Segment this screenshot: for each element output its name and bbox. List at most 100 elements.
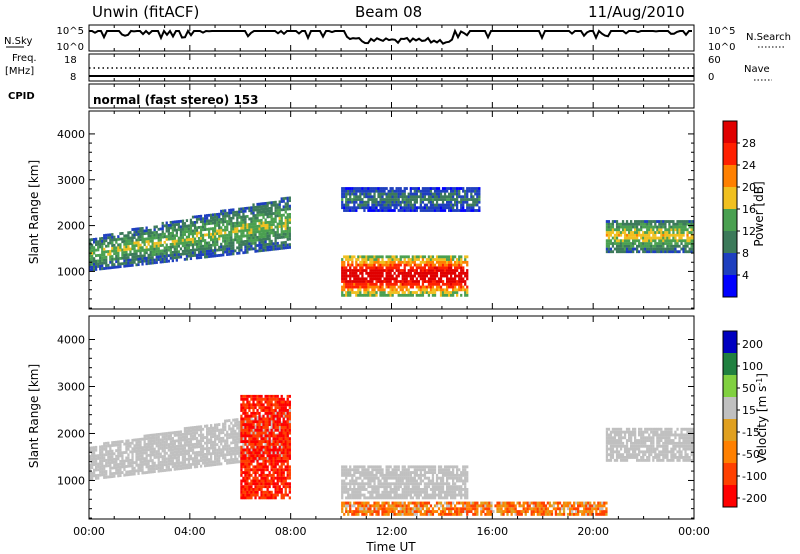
- power-cell: [450, 258, 453, 261]
- velocity-cell: [195, 465, 199, 469]
- velocity-cell: [274, 434, 277, 438]
- power-cell: [165, 251, 168, 255]
- power-cell: [466, 288, 469, 292]
- velocity-cell: [266, 479, 269, 483]
- power-cell: [419, 288, 422, 292]
- velocity-cell: [280, 457, 283, 460]
- power-cell: [371, 255, 374, 259]
- power-cell: [678, 236, 681, 240]
- power-cell: [435, 198, 439, 201]
- power-cell: [95, 268, 98, 271]
- velocity-cell: [260, 476, 263, 480]
- power-cell: [268, 229, 271, 232]
- velocity-cell: [99, 465, 102, 469]
- power-cell: [125, 253, 128, 257]
- power-cell: [345, 195, 348, 199]
- power-cell: [250, 211, 253, 215]
- power-cell: [153, 231, 156, 234]
- velocity-cell: [179, 436, 183, 440]
- velocity-cell: [278, 406, 281, 410]
- power-cell: [458, 200, 461, 204]
- power-cell: [349, 274, 352, 278]
- velocity-cell: [197, 459, 201, 463]
- power-cell: [474, 187, 477, 190]
- velocity-cell: [183, 430, 187, 433]
- velocity-cell: [250, 496, 253, 500]
- velocity-cell: [163, 452, 166, 455]
- power-cell: [123, 237, 126, 241]
- power-cell: [367, 280, 370, 283]
- power-cell: [666, 250, 669, 254]
- power-cell: [161, 257, 164, 261]
- power-cell: [248, 206, 251, 210]
- power-cell: [234, 213, 237, 217]
- power-cell: [427, 280, 431, 283]
- power-cell: [361, 255, 364, 259]
- power-cell: [185, 238, 189, 242]
- velocity-cell: [266, 496, 269, 500]
- velocity-cell: [214, 426, 217, 430]
- power-cell: [133, 244, 136, 248]
- velocity-cell: [187, 457, 191, 461]
- power-cell: [187, 235, 191, 239]
- power-cell: [648, 228, 651, 232]
- velocity-cell: [214, 434, 217, 438]
- velocity-cell: [266, 485, 269, 489]
- power-cell: [642, 239, 645, 243]
- power-cell: [341, 258, 344, 261]
- velocity-cell: [185, 429, 189, 433]
- power-cell: [363, 192, 366, 196]
- power-cell: [343, 274, 346, 278]
- power-cell: [254, 230, 257, 234]
- power-cell: [466, 203, 469, 207]
- power-cell: [244, 229, 247, 232]
- velocity-cell: [161, 446, 164, 450]
- velocity-cell: [89, 455, 92, 459]
- power-cell: [407, 206, 410, 210]
- power-cell: [405, 203, 408, 207]
- power-cell: [668, 236, 671, 240]
- power-cell: [343, 187, 346, 190]
- power-cell: [670, 242, 673, 245]
- power-cell: [199, 225, 203, 229]
- velocity-cell: [99, 448, 102, 452]
- power-cell: [258, 246, 261, 250]
- power-cell: [431, 187, 435, 190]
- power-cell: [692, 244, 694, 248]
- velocity-cell: [177, 461, 180, 465]
- power-cell: [375, 274, 378, 278]
- velocity-cell: [157, 435, 160, 439]
- velocity-cell: [183, 458, 187, 462]
- power-cell: [284, 227, 287, 231]
- velocity-cell: [208, 430, 211, 433]
- power-cell: [621, 250, 625, 254]
- power-cell: [167, 229, 170, 233]
- velocity-cell: [276, 411, 279, 415]
- power-cell: [163, 240, 166, 244]
- power-cell: [95, 254, 98, 258]
- velocity-cell: [95, 460, 98, 463]
- power-cell: [103, 253, 106, 257]
- velocity-cell: [173, 465, 176, 468]
- power-cell: [379, 189, 382, 193]
- velocity-cell: [95, 468, 98, 472]
- power-cell: [355, 269, 358, 272]
- velocity-cell: [262, 426, 265, 429]
- velocity-cell: [274, 471, 277, 475]
- velocity-cell: [250, 459, 253, 463]
- power-cell: [433, 266, 437, 270]
- power-cell: [115, 251, 118, 255]
- power-cell: [676, 233, 679, 237]
- velocity-cell: [274, 409, 277, 412]
- velocity-cell: [242, 442, 245, 446]
- power-cell: [365, 293, 368, 297]
- velocity-cell: [262, 445, 265, 449]
- velocity-cell: [262, 417, 265, 421]
- velocity-cell: [125, 456, 128, 460]
- power-cell: [145, 229, 148, 233]
- power-cell: [230, 230, 233, 234]
- velocity-cell: [264, 476, 267, 480]
- velocity-cell: [91, 460, 94, 464]
- power-cell: [201, 253, 205, 256]
- power-cell: [395, 274, 398, 278]
